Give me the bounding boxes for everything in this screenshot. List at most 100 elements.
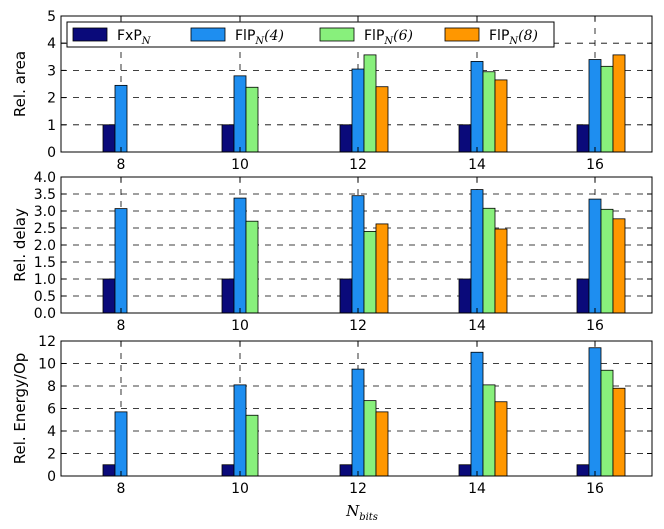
bar-flp-n-6--16	[600, 65, 614, 153]
y-tick-label: 1.5	[34, 255, 56, 271]
bar-fxp-n-16	[576, 124, 590, 153]
bar-flp-n-4--14	[470, 189, 484, 314]
bar-fxp-n-8	[102, 124, 116, 153]
bar-fxp-n-14	[458, 278, 472, 314]
bar-flp-n-6--10	[245, 220, 259, 314]
x-tick-label: 12	[349, 157, 367, 173]
bar-flp-n-6--12	[363, 400, 377, 477]
legend-swatch	[319, 27, 355, 42]
plot-frame	[60, 15, 653, 153]
y-axis-label: Rel. area	[11, 51, 29, 117]
bar-fxp-n-16	[576, 278, 590, 314]
y-tick-label: 1	[47, 118, 56, 134]
bar-flp-n-4--12	[351, 68, 365, 153]
bar-flp-n-6--12	[363, 230, 377, 314]
bar-flp-n-4--8	[114, 411, 128, 477]
x-tick-label: 14	[468, 157, 486, 173]
y-tick-label: 2	[47, 91, 56, 107]
chart-panel-3: 0 2 4 6 8 10 12 8 10 12 14 16 Rel. Energy/Op	[11, 334, 653, 497]
legend: FxPN FlPN(4) FlPN(6) FlPN(8)	[66, 21, 555, 48]
bar-flp-n-6--16	[600, 369, 614, 477]
bar-flp-n-8--12	[375, 411, 389, 477]
bar-fxp-n-8	[102, 278, 116, 314]
bar-fxp-n-12	[339, 278, 353, 314]
x-tick-label: 12	[349, 318, 367, 334]
bar-fxp-n-12	[339, 464, 353, 477]
legend-label: FlPN(6)	[364, 28, 413, 47]
y-axis-label: Rel. delay	[11, 208, 29, 282]
y-tick-label: 1.0	[34, 272, 56, 288]
legend-label: FxPN	[117, 28, 152, 47]
x-tick-label: 10	[231, 481, 249, 497]
bar-fxp-n-8	[102, 464, 116, 477]
bar-flp-n-4--12	[351, 195, 365, 314]
bar-flp-n-4--8	[114, 208, 128, 314]
y-tick-label: 2.0	[34, 238, 56, 254]
y-tick-label: 2	[47, 447, 56, 463]
legend-item-4: FlPN(8)	[444, 27, 538, 47]
x-tick-label: 14	[468, 318, 486, 334]
y-tick-label: 2.5	[34, 221, 56, 237]
bar-fxp-n-10	[221, 124, 235, 153]
y-tick-label: 12	[38, 334, 56, 350]
legend-swatch	[190, 27, 226, 42]
x-tick-label: 16	[586, 481, 604, 497]
bar-flp-n-4--14	[470, 351, 484, 477]
bar-fxp-n-14	[458, 464, 472, 477]
legend-swatch	[72, 27, 108, 42]
legend-label: FlPN(4)	[235, 28, 284, 47]
bar-fxp-n-10	[221, 278, 235, 314]
bar-flp-n-6--10	[245, 414, 259, 477]
x-tick-label: 10	[231, 157, 249, 173]
x-tick-label: 10	[231, 318, 249, 334]
y-tick-label: 3.5	[34, 187, 56, 203]
bar-flp-n-6--16	[600, 208, 614, 314]
y-tick-label: 6	[47, 402, 56, 418]
y-tick-label: 10	[38, 357, 56, 373]
bar-fxp-n-10	[221, 464, 235, 477]
bar-flp-n-4--10	[233, 75, 247, 153]
bar-flp-n-8--12	[375, 223, 389, 314]
chart-panel-2: 0.00.51.01.52.02.53.03.54.0 8 10 12 14 16 Rel.…	[11, 170, 653, 334]
bar-flp-n-6--12	[363, 54, 377, 153]
x-tick-label: 8	[117, 318, 126, 334]
x-tick-label: 8	[117, 157, 126, 173]
y-tick-label: 0.0	[34, 306, 56, 322]
bar-flp-n-8--14	[494, 401, 508, 477]
y-tick-label: 4	[47, 36, 56, 52]
bar-flp-n-6--14	[482, 384, 496, 477]
legend-item-1: FxPN	[72, 27, 152, 47]
bar-flp-n-6--10	[245, 86, 259, 153]
legend-item-2: FlPN(4)	[190, 27, 284, 47]
bar-flp-n-4--10	[233, 384, 247, 477]
y-tick-label: 8	[47, 379, 56, 395]
bar-flp-n-8--14	[494, 79, 508, 153]
bar-flp-n-4--10	[233, 197, 247, 314]
bar-flp-n-8--14	[494, 228, 508, 314]
bar-flp-n-8--12	[375, 86, 389, 153]
y-tick-label: 4.0	[34, 170, 56, 186]
bar-flp-n-8--16	[612, 218, 626, 314]
bar-flp-n-8--16	[612, 54, 626, 153]
bar-flp-n-4--14	[470, 61, 484, 153]
x-tick-label: 16	[586, 318, 604, 334]
bar-flp-n-4--8	[114, 84, 128, 153]
bar-fxp-n-16	[576, 464, 590, 477]
legend-item-3: FlPN(6)	[319, 27, 413, 47]
bar-fxp-n-14	[458, 124, 472, 153]
x-tick-label: 14	[468, 481, 486, 497]
bar-flp-n-6--14	[482, 71, 496, 153]
y-tick-label: 3.0	[34, 204, 56, 220]
y-tick-label: 0	[47, 469, 56, 485]
bar-flp-n-4--16	[588, 347, 602, 477]
bar-flp-n-4--12	[351, 368, 365, 477]
y-tick-label: 0	[47, 145, 56, 161]
y-tick-label: 4	[47, 424, 56, 440]
bar-flp-n-6--14	[482, 207, 496, 314]
y-tick-label: 3	[47, 63, 56, 79]
y-tick-label: 0.5	[34, 289, 56, 305]
y-axis-label: Rel. Energy/Op	[11, 353, 29, 465]
bar-flp-n-4--16	[588, 59, 602, 153]
